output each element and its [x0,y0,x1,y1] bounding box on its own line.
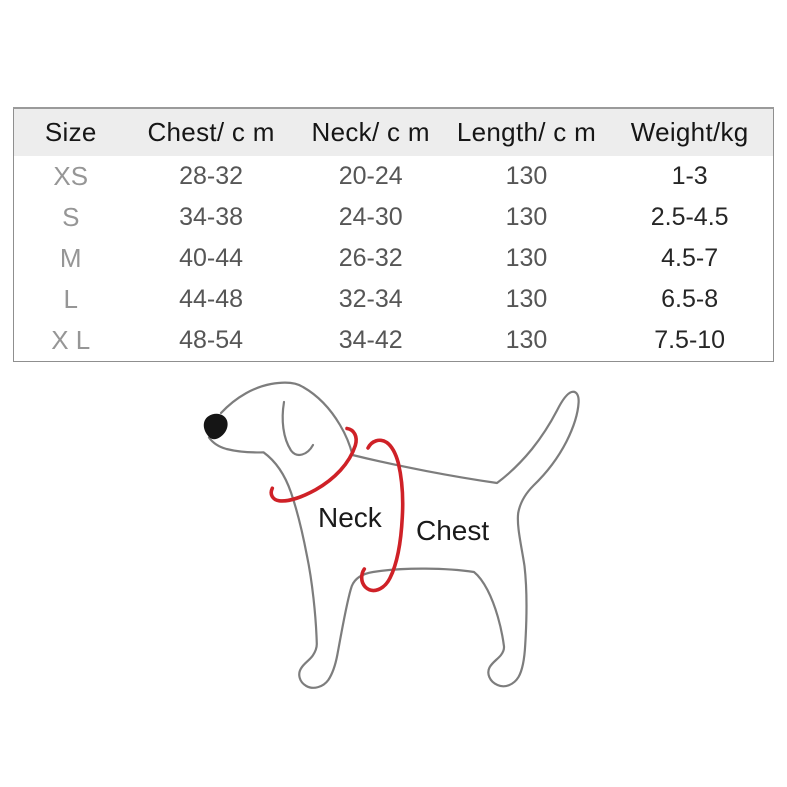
cell-length: 130 [505,285,548,314]
chest-label: Chest [416,515,489,546]
cell-length: 130 [505,162,548,191]
cell-weight: 6.5-8 [661,285,719,314]
cell-weight: 4.5-7 [661,244,719,273]
header-neck: Neck/ c m [311,117,430,147]
table-header-row: Size Chest/ c m Neck/ c m Length/ c m We… [13,108,774,156]
cell-size: XS [53,161,89,192]
cell-chest: 28-32 [179,162,244,191]
header-size: Size [44,117,97,147]
table-row: XS 28-32 20-24 130 1-3 [14,156,774,197]
dog-nose [203,413,228,440]
dog-ear-line [281,400,315,457]
chest-measure-line [359,438,405,593]
cell-weight: 2.5-4.5 [650,203,729,232]
cell-size: L [63,284,78,315]
cell-chest: 44-48 [179,285,244,314]
cell-chest: 48-54 [179,326,244,355]
dog-outline [207,381,580,689]
cell-size: S [62,202,80,233]
cell-weight: 1-3 [671,162,708,191]
header-weight: Weight/kg [630,117,749,147]
dog-measurement-diagram: Neck Chest [203,381,580,689]
cell-length: 130 [505,326,548,355]
size-chart-table: Size Chest/ c m Neck/ c m Length/ c m We… [13,107,774,362]
cell-neck: 26-32 [338,244,403,273]
cell-chest: 34-38 [179,203,244,232]
cell-size: M [59,243,82,274]
neck-measure-line [269,426,358,503]
table-row: M 40-44 26-32 130 4.5-7 [14,238,774,279]
neck-label: Neck [318,502,383,533]
cell-weight: 7.5-10 [654,326,726,355]
cell-neck: 34-42 [338,326,403,355]
header-chest: Chest/ c m [147,117,275,147]
table-row: X L 48-54 34-42 130 7.5-10 [14,320,774,361]
size-chart: Size Chest/ c m Neck/ c m Length/ c m We… [13,107,774,362]
cell-length: 130 [505,203,548,232]
cell-size: X L [51,325,91,356]
table-row: S 34-38 24-30 130 2.5-4.5 [14,197,774,238]
cell-chest: 40-44 [179,244,244,273]
table-row: L 44-48 32-34 130 6.5-8 [14,279,774,320]
cell-neck: 20-24 [338,162,403,191]
cell-neck: 24-30 [338,203,403,232]
cell-neck: 32-34 [338,285,403,314]
cell-length: 130 [505,244,548,273]
header-length: Length/ c m [456,117,597,147]
